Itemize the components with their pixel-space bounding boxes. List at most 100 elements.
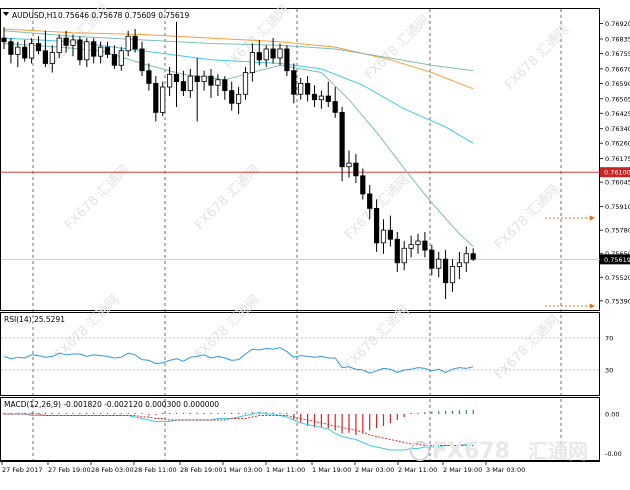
bearish-candle xyxy=(256,52,262,61)
bearish-candle xyxy=(194,75,200,82)
macd-pane xyxy=(3,409,474,451)
current-price-box xyxy=(600,254,630,265)
macd-tick-label: -0.00 xyxy=(605,450,622,458)
price-axis: 0.76920 0.76835 0.76755 0.76670 0.76590 0.765… xyxy=(600,20,630,458)
bullish-candle xyxy=(118,50,124,66)
bearish-candle xyxy=(311,93,318,101)
level-marker-label: 0.76100 xyxy=(604,169,630,177)
bearish-candle xyxy=(229,90,235,104)
bullish-candle xyxy=(463,253,469,264)
bearish-candle xyxy=(325,95,331,102)
price-tick-label: 0.76175 xyxy=(605,155,630,163)
bearish-candle xyxy=(104,46,111,55)
bearish-candle xyxy=(180,81,186,92)
bearish-candle xyxy=(8,41,14,55)
price-tick-label: 0.75520 xyxy=(605,274,630,282)
bearish-candle xyxy=(442,258,449,284)
bullish-candle xyxy=(318,95,325,101)
price-tick-label: 0.76260 xyxy=(605,140,630,148)
bearish-candle xyxy=(77,39,83,61)
time-tick-label: 2 Mar 11:00 xyxy=(398,466,437,474)
bullish-candle xyxy=(263,48,269,61)
time-tick-label: 1 Mar 19:00 xyxy=(312,466,351,474)
bullish-candle xyxy=(15,46,21,55)
bearish-candle xyxy=(222,79,228,92)
rsi-line xyxy=(3,347,474,374)
price-tick-label: 0.76590 xyxy=(605,80,630,88)
ohlc-readout: 0.75646 0.75678 0.75609 0.75619 xyxy=(58,11,189,20)
level-marker-box xyxy=(600,167,630,178)
bullish-candle xyxy=(28,43,35,59)
brand-watermark-text: FX678 xyxy=(432,439,510,464)
brand-watermark: FX678 汇通网 xyxy=(410,439,588,464)
bearish-candle xyxy=(387,229,394,240)
time-tick-label: 2 Mar 19:00 xyxy=(443,466,482,474)
bullish-candle xyxy=(436,258,442,269)
rsi-pane xyxy=(1,337,600,374)
price-tick-label: 0.75650 xyxy=(605,250,630,258)
rsi-pane-frame xyxy=(0,312,600,396)
macd-signal-line xyxy=(4,413,474,446)
bullish-candle xyxy=(70,39,76,46)
bearish-candle xyxy=(332,101,338,113)
time-tick-label: 3 Mar 03:00 xyxy=(486,466,525,474)
bullish-candle xyxy=(187,75,193,92)
price-tick-label: 0.76340 xyxy=(605,125,630,133)
arrow-head-icon xyxy=(590,215,595,221)
macd-tick-label: 0.00 xyxy=(605,411,619,419)
bearish-candle xyxy=(394,238,400,264)
bearish-candle xyxy=(429,249,435,269)
price-pane xyxy=(1,21,600,309)
symbol-dropdown-icon[interactable] xyxy=(3,12,9,16)
bearish-candle xyxy=(373,208,380,244)
time-axis: 27 Feb 2017 27 Feb 19:00 28 Feb 03:00 28 Fe… xyxy=(1,461,525,474)
bearish-candle xyxy=(139,48,145,72)
bearish-candle xyxy=(63,37,69,46)
bearish-candle xyxy=(339,111,345,168)
macd-pane-frame xyxy=(0,397,600,461)
time-tick-label: 1 Mar 11:00 xyxy=(266,466,305,474)
bearish-candle xyxy=(470,253,476,260)
price-tick-label: 0.76755 xyxy=(605,50,630,58)
price-tick-label: 0.76920 xyxy=(605,20,630,28)
bullish-candle xyxy=(298,82,304,95)
price-tick-label: 0.76835 xyxy=(605,35,630,43)
price-tick-label: 0.75390 xyxy=(605,297,630,305)
bullish-candle xyxy=(125,35,131,52)
bearish-candle xyxy=(367,193,373,209)
bearish-candle xyxy=(284,48,290,72)
macd-title: MACD(12,26,9) -0.001820 -0.002120 0.0003… xyxy=(4,400,219,409)
bearish-candle xyxy=(1,37,7,43)
bullish-candle xyxy=(215,79,221,86)
bullish-candle xyxy=(56,37,62,53)
bullish-candle xyxy=(98,46,104,57)
time-tick-label: 1 Mar 03:00 xyxy=(223,466,262,474)
moving-average-line xyxy=(3,28,474,90)
brand-watermark-cn: 汇通网 xyxy=(528,439,588,463)
bullish-candle xyxy=(408,244,414,249)
bullish-candle xyxy=(449,266,456,284)
time-tick-label: 28 Feb 19:00 xyxy=(180,466,223,474)
bearish-candle xyxy=(360,175,366,195)
bullish-candle xyxy=(346,162,352,168)
chart-header: AUDUSD,H1 0.75646 0.75678 0.75609 0.7561… xyxy=(3,11,189,20)
bullish-candle xyxy=(380,229,387,244)
bearish-candle xyxy=(208,75,214,86)
bullish-candle xyxy=(166,73,173,88)
bearish-candle xyxy=(146,70,152,84)
bearish-candle xyxy=(111,53,117,66)
bullish-candle xyxy=(235,93,242,104)
main-pane-frame xyxy=(0,8,600,311)
price-tick-label: 0.75910 xyxy=(605,203,630,211)
bullish-candle xyxy=(84,41,90,61)
bearish-candle xyxy=(35,43,42,52)
bearish-candle xyxy=(22,46,28,59)
price-tick-label: 0.76425 xyxy=(605,110,630,118)
bearish-candle xyxy=(304,82,311,95)
bullish-candle xyxy=(401,247,407,264)
bearish-candle xyxy=(42,50,49,64)
symbol-label: AUDUSD,H1 xyxy=(12,11,57,20)
rsi-title: RSI(14) 25.5291 xyxy=(4,315,65,324)
